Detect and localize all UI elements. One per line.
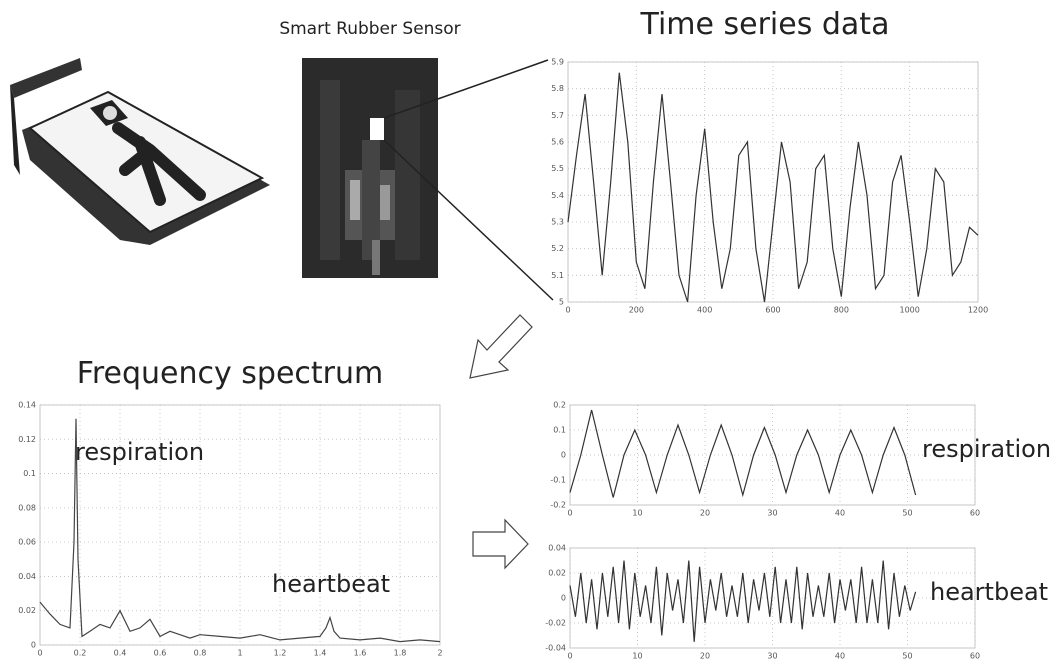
x-tick-label: 1.2: [274, 649, 287, 658]
x-tick-label: 200: [629, 306, 644, 315]
x-tick-label: 40: [835, 509, 845, 518]
y-tick-label: 0: [561, 451, 566, 460]
x-tick-label: 1.8: [394, 649, 407, 658]
y-tick-label: 5.9: [551, 58, 564, 67]
y-tick-label: 5.8: [551, 84, 564, 93]
x-tick-label: 0: [567, 509, 572, 518]
x-tick-label: 10: [632, 652, 642, 659]
x-tick-label: 50: [902, 652, 912, 659]
y-tick-label: 0.04: [18, 572, 36, 581]
x-tick-label: 600: [765, 306, 780, 315]
y-tick-label: 5.2: [551, 244, 564, 253]
y-tick-label: 0.08: [18, 503, 36, 512]
sensor-image: [302, 58, 553, 300]
y-tick-label: 0: [561, 594, 566, 603]
x-tick-label: 0.2: [74, 649, 87, 658]
x-tick-label: 20: [700, 509, 710, 518]
y-tick-label: 0.04: [548, 544, 566, 553]
x-tick-label: 60: [970, 509, 980, 518]
x-tick-label: 30: [767, 652, 777, 659]
y-tick-label: 5: [559, 298, 564, 307]
x-tick-label: 20: [700, 652, 710, 659]
y-tick-label: 0.02: [18, 606, 36, 615]
x-tick-label: 1: [237, 649, 242, 658]
y-tick-label: -0.2: [550, 501, 566, 510]
y-tick-label: 5.7: [551, 111, 564, 120]
y-tick-label: 0.02: [548, 569, 566, 578]
x-tick-label: 1000: [899, 306, 919, 315]
y-tick-label: -0.02: [545, 619, 566, 628]
y-tick-label: 0.1: [23, 469, 36, 478]
x-tick-label: 0: [565, 306, 570, 315]
y-tick-label: 5.4: [551, 191, 564, 200]
annotation: respiration: [75, 438, 204, 466]
x-tick-label: 1.4: [314, 649, 327, 658]
y-tick-label: 5.5: [551, 164, 564, 173]
annotation: heartbeat: [930, 578, 1048, 606]
x-tick-label: 1200: [968, 306, 988, 315]
x-tick-label: 0.8: [194, 649, 207, 658]
x-tick-label: 50: [902, 509, 912, 518]
bed-illustration: [10, 58, 270, 245]
y-tick-label: -0.04: [545, 644, 566, 653]
spectrum-title: Frequency spectrum: [77, 356, 383, 391]
y-tick-label: 5.6: [551, 138, 564, 147]
x-tick-label: 1.6: [354, 649, 367, 658]
x-tick-label: 0: [567, 652, 572, 659]
annotation: respiration: [922, 435, 1051, 463]
annotation: heartbeat: [272, 570, 390, 598]
y-tick-label: -0.1: [550, 476, 566, 485]
x-tick-label: 0: [37, 649, 42, 658]
figure: Smart Rubber Sensor Time series data Fre…: [0, 0, 1064, 659]
y-tick-label: 5.1: [551, 271, 564, 280]
x-tick-label: 10: [632, 509, 642, 518]
y-tick-label: 5.3: [551, 218, 564, 227]
y-tick-label: 0.2: [553, 401, 566, 410]
x-tick-label: 400: [697, 306, 712, 315]
arrow-right: [473, 520, 528, 568]
time-series-title: Time series data: [640, 7, 890, 42]
x-tick-label: 30: [767, 509, 777, 518]
y-tick-label: 0.12: [18, 435, 36, 444]
x-tick-label: 0.4: [114, 649, 127, 658]
x-tick-label: 40: [835, 652, 845, 659]
y-tick-label: 0.06: [18, 538, 36, 547]
x-tick-label: 0.6: [154, 649, 167, 658]
y-tick-label: 0: [31, 641, 36, 650]
y-tick-label: 0.1: [553, 426, 566, 435]
x-tick-label: 60: [970, 652, 980, 659]
x-tick-label: 800: [834, 306, 849, 315]
sensor-title: Smart Rubber Sensor: [279, 19, 460, 39]
arrow-down-left: [470, 315, 532, 378]
y-tick-label: 0.14: [18, 401, 36, 410]
x-tick-label: 2: [437, 649, 442, 658]
